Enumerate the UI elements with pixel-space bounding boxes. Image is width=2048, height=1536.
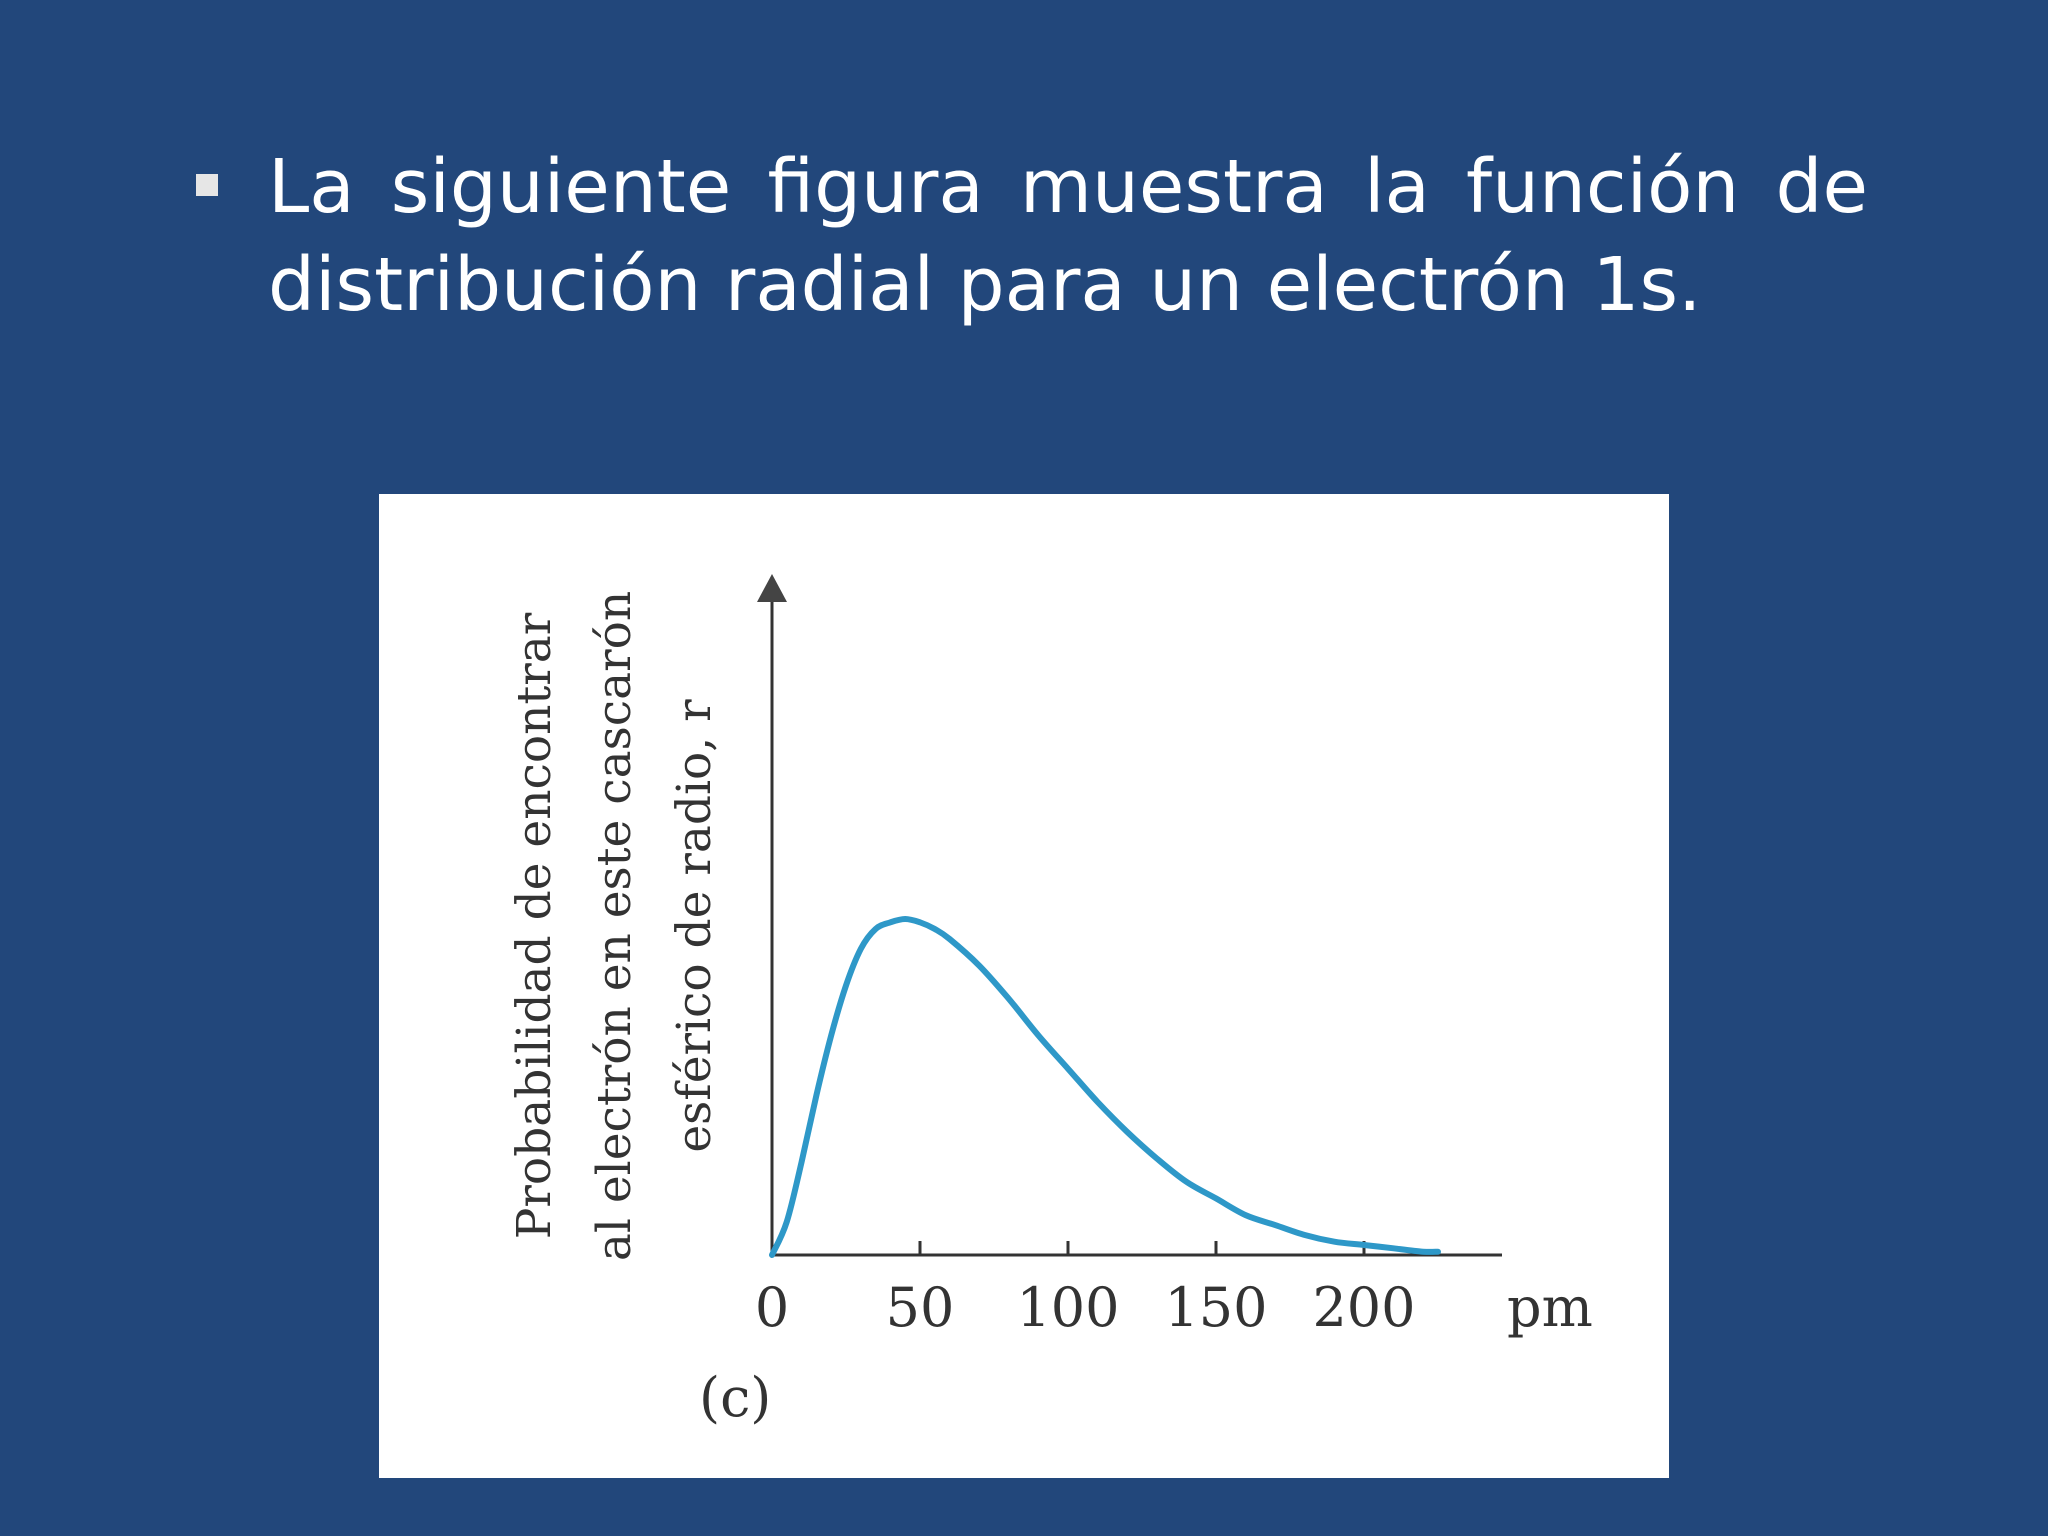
x-axis-unit-label: pm bbox=[1507, 1276, 1593, 1339]
x-tick-label-150: 150 bbox=[1164, 1276, 1267, 1339]
bullet-square-icon bbox=[196, 174, 218, 196]
bullet-text: La siguiente figura muestra la función d… bbox=[268, 138, 1868, 334]
x-axis-tick-labels: 0 50 100 150 200 bbox=[755, 1276, 1416, 1339]
y-axis-arrow-icon bbox=[757, 574, 787, 602]
data-series-line bbox=[769, 916, 1441, 1258]
bullet-text-line-2: distribución radial para un electrón 1s. bbox=[268, 242, 1702, 328]
figure-panel-label: (c) bbox=[699, 1366, 771, 1429]
x-tick-label-0: 0 bbox=[755, 1276, 789, 1339]
x-tick-label-200: 200 bbox=[1312, 1276, 1415, 1339]
figure-panel: Probabilidad de encontrar al electrón en… bbox=[379, 494, 1669, 1478]
x-tick-label-50: 50 bbox=[886, 1276, 955, 1339]
y-axis-label-line-2: al electrón en este cascarón bbox=[587, 591, 642, 1261]
x-axis-ticks bbox=[918, 1241, 1366, 1255]
x-tick-label-100: 100 bbox=[1016, 1276, 1119, 1339]
y-axis-label: Probabilidad de encontrar al electrón en… bbox=[507, 591, 722, 1261]
y-axis-label-line-3: esférico de radio, r bbox=[667, 699, 722, 1153]
radial-distribution-chart: Probabilidad de encontrar al electrón en… bbox=[507, 574, 1593, 1429]
bullet-text-line-1: La siguiente figura muestra la función d… bbox=[268, 144, 1868, 230]
y-axis-label-line-1: Probabilidad de encontrar bbox=[507, 612, 562, 1239]
